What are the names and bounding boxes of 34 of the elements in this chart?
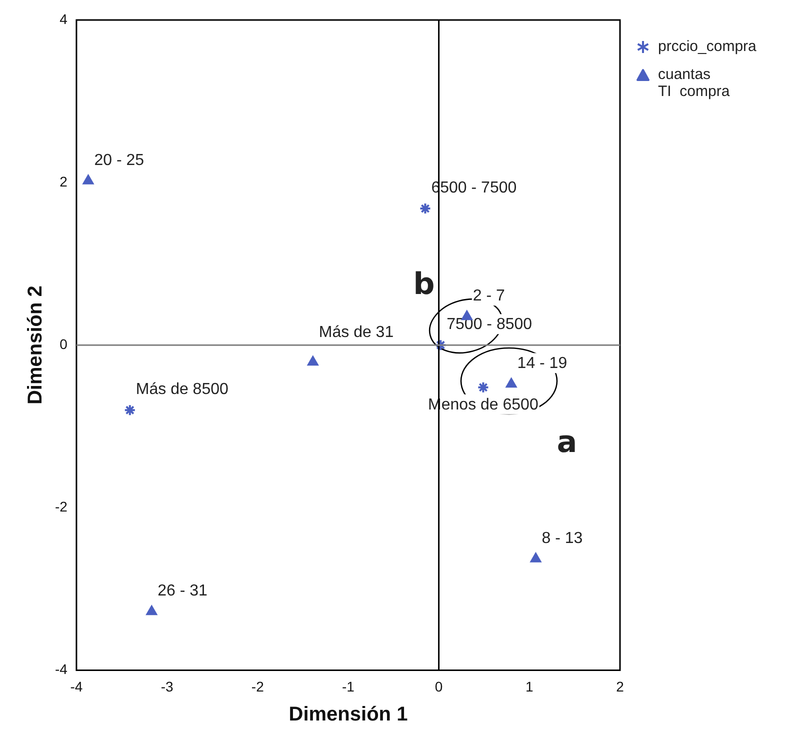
y-tick-label: 4 — [60, 10, 68, 27]
point — [308, 356, 318, 366]
legend-label: cuantas TI compra — [658, 66, 730, 100]
annotation: 14 - 19 — [517, 355, 568, 372]
x-tick-label: -4 — [70, 678, 83, 694]
y-tick-label: -2 — [54, 498, 68, 515]
y-axis-title: Dimensión 2 — [24, 286, 47, 405]
point — [82, 174, 94, 184]
annotation: a — [556, 425, 578, 460]
x-axis-title: Dimensión 1 — [288, 704, 408, 726]
x-tick-label: -3 — [160, 678, 174, 694]
annotation: b — [413, 267, 435, 302]
point — [477, 381, 490, 394]
legend-label: prccio_compra — [658, 38, 756, 55]
point — [124, 404, 136, 416]
y-tick-label: -4 — [54, 661, 68, 678]
x-tick-label: -2 — [251, 678, 264, 694]
point — [506, 378, 517, 388]
point — [419, 202, 432, 215]
point — [434, 339, 447, 352]
point — [530, 552, 542, 562]
y-tick-label: 0 — [60, 336, 68, 352]
point — [146, 606, 157, 616]
x-tick-label: 0 — [434, 678, 443, 694]
x-tick-label: 1 — [526, 678, 534, 694]
x-tick-label: -1 — [342, 678, 355, 694]
y-tick-label: 2 — [60, 173, 68, 190]
annotation: 2 - 7 — [472, 288, 506, 305]
annotation: 20 - 25 — [94, 152, 144, 169]
annotation: Más de 31 — [318, 324, 394, 342]
annotation: 26 - 31 — [158, 582, 208, 600]
annotation: Más de 8500 — [136, 381, 229, 398]
x-tick-label: 2 — [616, 678, 624, 694]
annotation: 8 - 13 — [542, 530, 583, 547]
